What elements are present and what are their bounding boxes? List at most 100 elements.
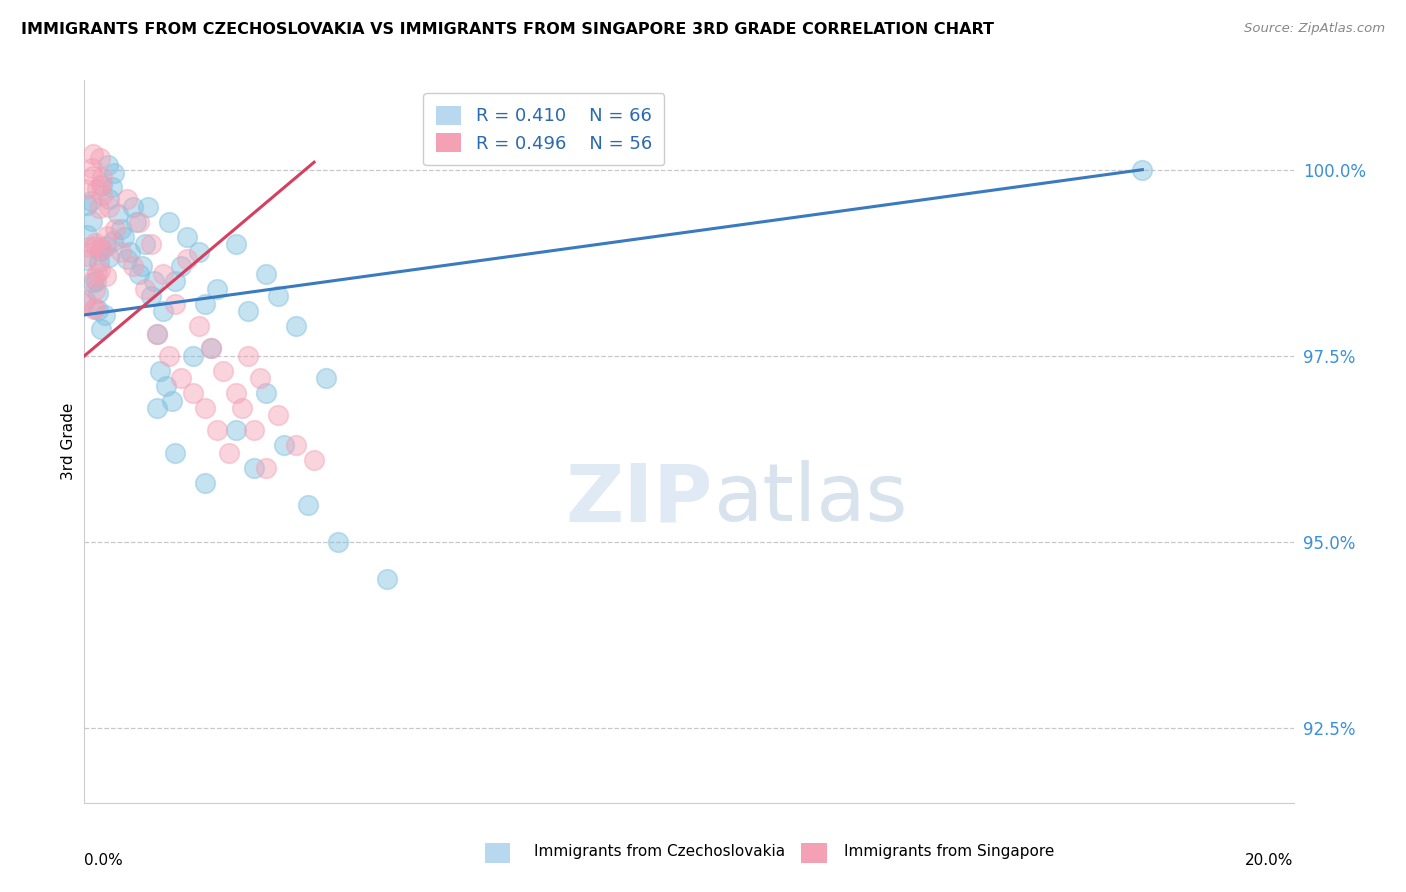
Point [76, 198, 98, 212]
Point [139, 289, 162, 303]
Point [83, 302, 105, 317]
Point [73, 295, 96, 310]
Point [139, 237, 162, 252]
Point [103, 166, 125, 180]
Point [176, 252, 198, 266]
Point [82, 169, 104, 183]
Point [83, 301, 105, 315]
Point [194, 401, 217, 415]
Point [236, 304, 259, 318]
Text: 20.0%: 20.0% [1246, 854, 1294, 869]
Point [86, 182, 108, 196]
Point [157, 349, 180, 363]
Point [96, 229, 118, 244]
Point [267, 409, 290, 423]
Point [254, 386, 277, 401]
Point [165, 446, 187, 460]
Point [125, 215, 148, 229]
Point [80, 161, 103, 176]
Point [231, 401, 253, 415]
Point [107, 207, 129, 221]
Point [82, 275, 104, 289]
Point [297, 498, 319, 512]
Point [75, 293, 97, 308]
Point [112, 229, 135, 244]
Point [76, 228, 98, 243]
Point [200, 342, 222, 356]
Point [146, 326, 169, 341]
Point [97, 200, 120, 214]
Point [75, 252, 97, 267]
Point [110, 222, 132, 236]
Text: ZIP: ZIP [565, 460, 713, 539]
Point [225, 423, 247, 437]
Point [207, 423, 229, 437]
Point [267, 289, 290, 303]
Point [118, 244, 141, 259]
Text: IMMIGRANTS FROM CZECHOSLOVAKIA VS IMMIGRANTS FROM SINGAPORE 3RD GRADE CORRELATIO: IMMIGRANTS FROM CZECHOSLOVAKIA VS IMMIGR… [21, 22, 994, 37]
Point [302, 453, 325, 467]
Point [131, 260, 153, 274]
Point [86, 266, 108, 280]
Point [84, 274, 107, 288]
Point [121, 200, 143, 214]
Point [181, 349, 204, 363]
Point [200, 342, 222, 356]
Point [142, 274, 165, 288]
Point [155, 378, 177, 392]
Point [188, 319, 211, 334]
Point [82, 214, 104, 228]
Point [188, 244, 211, 259]
Point [225, 386, 247, 401]
Point [90, 241, 112, 255]
Text: Source: ZipAtlas.com: Source: ZipAtlas.com [1244, 22, 1385, 36]
Point [128, 267, 150, 281]
Text: Immigrants from Czechoslovakia: Immigrants from Czechoslovakia [534, 845, 786, 859]
Point [328, 535, 350, 549]
Point [80, 194, 103, 209]
Point [97, 250, 120, 264]
Text: 0.0%: 0.0% [84, 854, 124, 869]
Point [87, 285, 110, 300]
Point [176, 229, 198, 244]
Point [110, 244, 132, 259]
Point [236, 349, 259, 363]
Point [128, 215, 150, 229]
Legend: R = 0.410    N = 66, R = 0.496    N = 56: R = 0.410 N = 66, R = 0.496 N = 56 [423, 93, 665, 165]
Point [375, 572, 398, 586]
Point [83, 235, 105, 250]
Point [76, 249, 98, 263]
Point [115, 252, 138, 266]
Point [152, 304, 174, 318]
Point [91, 178, 114, 192]
Point [170, 260, 193, 274]
Point [84, 238, 107, 252]
Point [1132, 162, 1154, 177]
Point [254, 460, 277, 475]
Point [160, 393, 183, 408]
Point [249, 371, 271, 385]
Point [94, 308, 117, 322]
Point [194, 475, 217, 490]
Point [89, 151, 111, 165]
Point [146, 401, 169, 415]
Point [134, 282, 156, 296]
Point [285, 438, 308, 452]
Point [90, 178, 112, 193]
Point [90, 322, 112, 336]
Point [225, 237, 247, 252]
Point [194, 297, 217, 311]
Point [218, 446, 240, 460]
Point [165, 297, 187, 311]
Point [101, 234, 124, 248]
Point [75, 181, 97, 195]
Point [134, 237, 156, 252]
Point [315, 371, 337, 385]
Point [77, 240, 100, 254]
Point [157, 215, 180, 229]
Point [96, 238, 118, 252]
Point [89, 244, 111, 258]
Point [91, 188, 114, 202]
Y-axis label: 3rd Grade: 3rd Grade [60, 403, 76, 480]
Point [83, 270, 105, 285]
